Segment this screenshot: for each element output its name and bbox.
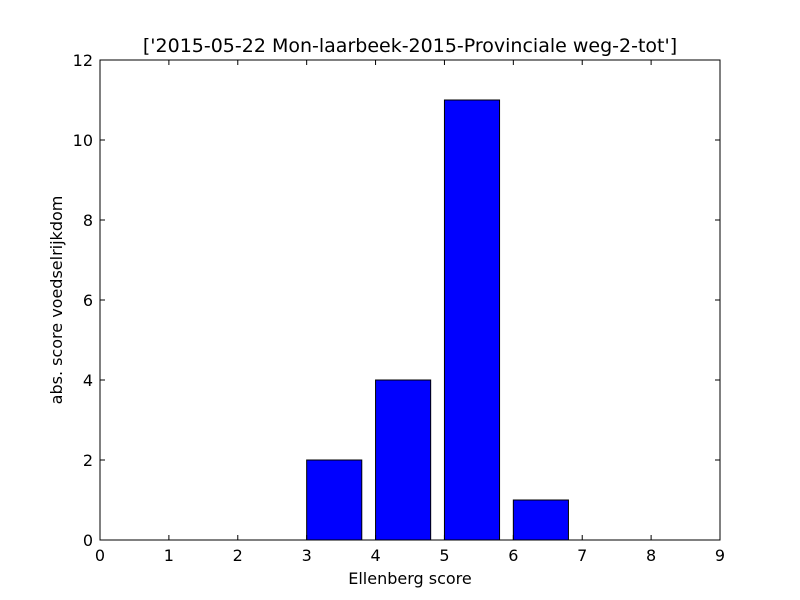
x-tick-label-1: 1 bbox=[164, 546, 174, 565]
chart-title: ['2015-05-22 Mon-laarbeek-2015-Provincia… bbox=[143, 35, 677, 57]
x-tick-label-7: 7 bbox=[577, 546, 587, 565]
x-tick-label-9: 9 bbox=[715, 546, 725, 565]
y-tick-label-0: 0 bbox=[83, 531, 93, 550]
y-axis: 0 2 4 6 8 10 12 bbox=[73, 51, 720, 550]
x-tick-label-8: 8 bbox=[646, 546, 656, 565]
y-tick-label-6: 12 bbox=[73, 51, 93, 70]
y-axis-label: abs. score voedselrijkdom bbox=[47, 196, 66, 405]
x-tick-label-6: 6 bbox=[508, 546, 518, 565]
x-tick-label-4: 4 bbox=[370, 546, 380, 565]
x-tick-label-3: 3 bbox=[302, 546, 312, 565]
y-tick-label-5: 10 bbox=[73, 131, 93, 150]
x-axis: 0 1 2 3 4 5 6 7 8 9 bbox=[95, 60, 725, 565]
x-axis-label: Ellenberg score bbox=[348, 569, 472, 588]
bars-layer bbox=[306, 99, 569, 541]
y-tick-label-3: 6 bbox=[83, 291, 93, 310]
bar-3 bbox=[306, 459, 363, 541]
bar-6 bbox=[512, 499, 569, 541]
y-tick-label-1: 2 bbox=[83, 451, 93, 470]
x-tick-label-0: 0 bbox=[95, 546, 105, 565]
x-tick-label-5: 5 bbox=[439, 546, 449, 565]
y-tick-label-4: 8 bbox=[83, 211, 93, 230]
bar-5 bbox=[443, 99, 501, 541]
x-tick-label-2: 2 bbox=[233, 546, 243, 565]
bar-4 bbox=[375, 379, 432, 541]
y-tick-label-2: 4 bbox=[83, 371, 93, 390]
